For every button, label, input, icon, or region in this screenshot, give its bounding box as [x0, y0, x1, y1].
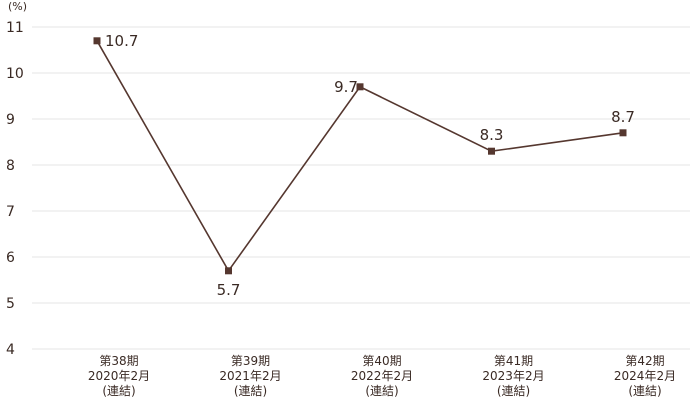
y-tick-label: 9 [6, 112, 15, 128]
x-tick-label-line: (連結) [234, 384, 267, 398]
y-tick-label: 11 [6, 20, 24, 36]
y-tick-label: 8 [6, 158, 15, 174]
x-tick-label: 第42期 2024年2月(連結) [614, 354, 676, 398]
x-axis-ticks: 第38期 2020年2月(連結)第39期 2021年2月(連結)第40期 2022年2… [88, 354, 676, 398]
x-tick-label-line: 第39期 [231, 354, 270, 368]
data-point [93, 37, 101, 45]
x-tick-label-line: 第38期 [99, 354, 138, 368]
data-point [225, 267, 232, 275]
y-tick-label: 5 [6, 296, 15, 312]
x-tick-label-line: (連結) [628, 384, 661, 398]
y-axis-ticks: 4 5 6 7 8 9 10 11 [6, 20, 24, 358]
x-tick-label-line: 2023年2月 [482, 369, 544, 383]
y-tick-label: 10 [6, 66, 24, 82]
gridlines [32, 26, 690, 350]
x-tick-label-line: 2020年2月 [88, 369, 150, 383]
x-tick-label-line: (連結) [365, 384, 398, 398]
x-tick-label-line: 2024年2月 [614, 369, 676, 383]
x-tick-label-line: (連結) [102, 384, 135, 398]
data-label: 10.7 [105, 32, 138, 50]
x-tick-label-line: 第42期 [625, 354, 664, 368]
x-tick-label: 第40期 2022年2月(連結) [351, 354, 413, 398]
y-axis-unit-label: (%) [8, 0, 27, 13]
x-tick-label-line: 2022年2月 [351, 369, 413, 383]
x-tick-label: 第39期 2021年2月(連結) [219, 354, 281, 398]
data-point [619, 129, 627, 137]
series-line [96, 40, 624, 273]
data-label: 5.7 [217, 281, 241, 299]
x-tick-label-line: 第41期 [494, 354, 533, 368]
y-tick-label: 6 [6, 250, 15, 266]
x-tick-label-line: 2021年2月 [219, 369, 281, 383]
x-tick-label-line: 第40期 [362, 354, 401, 368]
data-label: 9.7 [334, 78, 358, 96]
data-label: 8.7 [611, 108, 635, 126]
data-point [356, 83, 364, 91]
data-markers [93, 37, 627, 275]
x-tick-label: 第38期 2020年2月(連結) [88, 354, 150, 398]
x-tick-label-line: (連結) [497, 384, 530, 398]
data-point [488, 147, 495, 155]
data-labels: 10.7 5.7 9.7 8.3 8.7 [105, 32, 635, 299]
y-tick-label: 4 [6, 342, 15, 358]
data-label: 8.3 [480, 126, 504, 144]
y-tick-label: 7 [6, 204, 15, 220]
x-tick-label: 第41期 2023年2月(連結) [482, 354, 544, 398]
